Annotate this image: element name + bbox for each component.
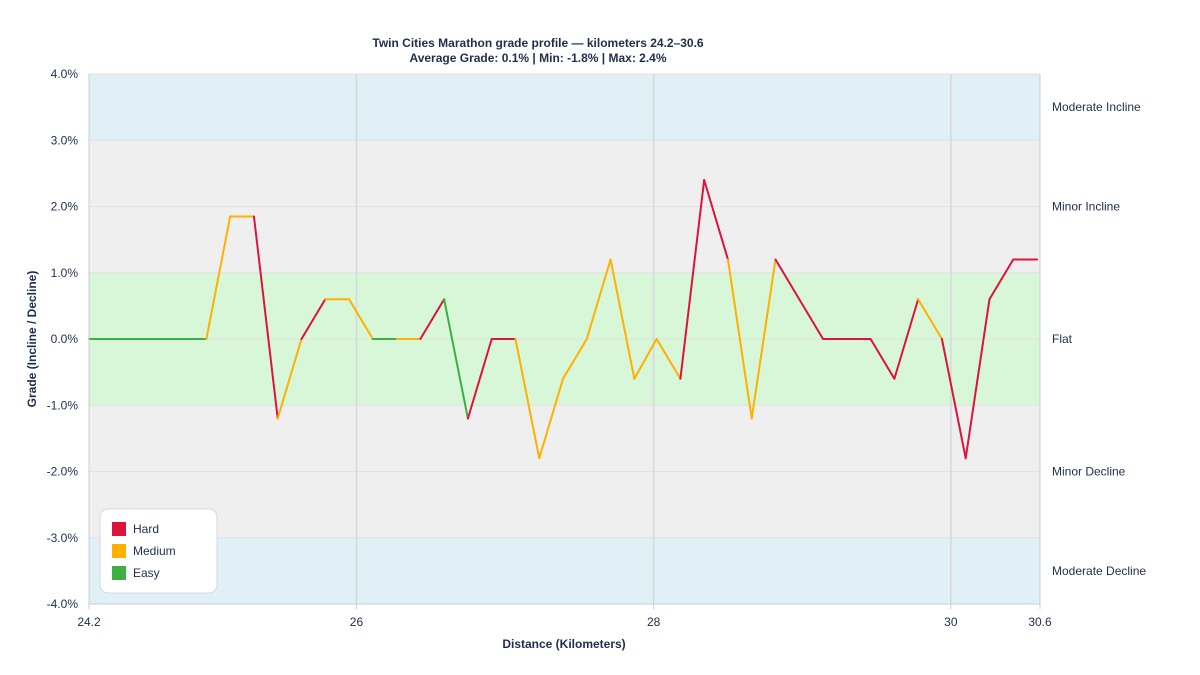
grade-segment-hard (774, 258, 801, 301)
y-tick-label: 1.0% (51, 266, 79, 280)
grade-segment-medium (562, 338, 588, 380)
zone-label-flat: Flat (1052, 332, 1073, 346)
legend-swatch-hard (112, 522, 126, 536)
grade-segment-medium (750, 258, 777, 420)
grade-segment-medium (276, 338, 303, 420)
zone-label-minor-incline: Minor Incline (1052, 200, 1120, 214)
x-axis-title: Distance (Kilometers) (502, 637, 625, 651)
legend-box (99, 508, 218, 594)
y-tick-label: -3.0% (47, 531, 79, 545)
y-tick-label: 0.0% (51, 332, 79, 346)
grade-segment-hard (798, 298, 825, 340)
grade-segment-hard (466, 338, 493, 420)
x-tick-label: 26 (350, 615, 364, 629)
axes: 4.0% 3.0% 2.0% 1.0% 0.0% -1.0% -2.0% -3.0% -4.0%… (47, 67, 1052, 629)
zone-label-moderate-incline: Moderate Incline (1052, 100, 1141, 114)
x-tick-label: 30 (944, 615, 958, 629)
legend-swatch-medium (112, 544, 126, 558)
grade-segment-hard (893, 298, 920, 380)
x-tick-label: 28 (647, 615, 661, 629)
grade-segment-medium (633, 338, 658, 380)
legend-label-easy: Easy (133, 566, 160, 580)
grade-segment-medium (538, 377, 565, 460)
chart-title: Twin Cities Marathon grade profile — kil… (372, 36, 704, 50)
y-tick-label: 2.0% (51, 200, 79, 214)
grade-segment-medium (917, 298, 943, 340)
grade-segment-hard (419, 298, 446, 340)
grade-segment-hard (252, 215, 279, 420)
chart-subtitle: Average Grade: 0.1% | Min: -1.8% | Max: … (409, 51, 666, 65)
grade-segment-medium (205, 215, 232, 340)
grade-segment-medium (609, 258, 636, 380)
x-tick-label: 24.2 (77, 615, 101, 629)
grade-segment-medium (726, 258, 753, 420)
zone-band-moderate-decline (89, 537, 1040, 604)
y-tick-label: -1.0% (47, 398, 79, 412)
grade-line (88, 179, 1039, 460)
zone-labels: Moderate Incline Minor Incline Flat Minor D… (1052, 100, 1146, 578)
legend-swatch-easy (112, 566, 126, 580)
grade-segment-easy (443, 298, 469, 420)
grade-segment-hard (679, 179, 706, 380)
legend: Hard Medium Easy (99, 508, 218, 594)
zone-label-minor-decline: Minor Decline (1052, 465, 1126, 479)
grade-segment-medium (514, 338, 541, 460)
grade-segment-hard (703, 179, 729, 261)
grade-segment-medium (655, 338, 682, 380)
grade-segment-medium (585, 258, 612, 340)
grade-segment-hard (869, 338, 896, 380)
grade-segment-hard (300, 298, 327, 340)
y-axis-title: Grade (Incline / Decline) (25, 271, 39, 408)
zone-band-moderate-incline (89, 74, 1040, 141)
grade-segment-hard (964, 298, 991, 460)
y-tick-label: 3.0% (51, 133, 79, 147)
grade-segment-hard (988, 258, 1015, 301)
y-tick-label: -4.0% (47, 597, 79, 611)
y-tick-label: -2.0% (47, 465, 79, 479)
grade-segment-hard (940, 338, 967, 460)
zone-label-moderate-decline: Moderate Decline (1052, 564, 1146, 578)
legend-label-medium: Medium (133, 544, 176, 558)
grade-segment-medium (348, 298, 374, 340)
x-tick-label: 30.6 (1028, 615, 1052, 629)
y-tick-label: 4.0% (51, 67, 79, 81)
legend-label-hard: Hard (133, 522, 159, 536)
